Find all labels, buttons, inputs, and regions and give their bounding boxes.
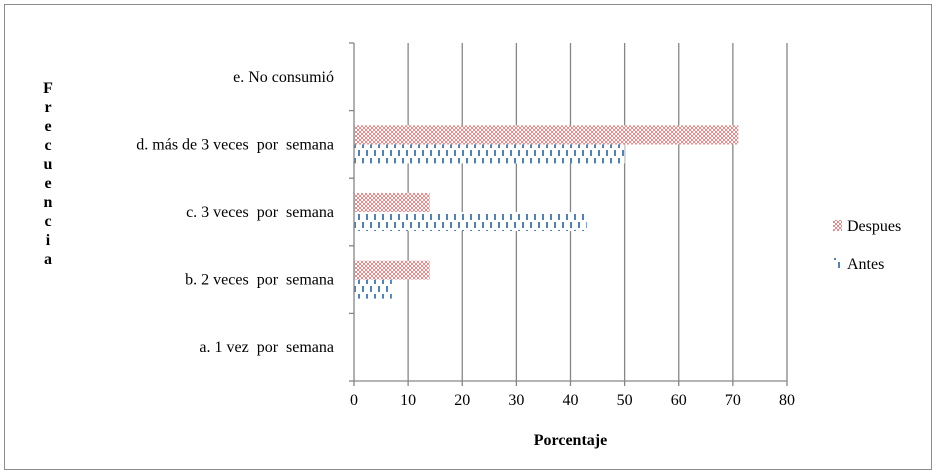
legend: Despues Antes: [833, 218, 901, 273]
legend-swatch-despues: [833, 220, 842, 231]
category-label: a. 1 vez por semana: [199, 339, 334, 356]
x-tick-label: 40: [563, 392, 579, 409]
bar-despues: [354, 125, 739, 145]
category-label: b. 2 veces por semana: [185, 272, 334, 289]
category-label: d. más de 3 veces por semana: [136, 136, 334, 153]
axes: [349, 42, 788, 386]
category-label: c. 3 veces por semana: [186, 204, 334, 221]
x-tick-label: 80: [779, 392, 795, 409]
legend-label-despues: Despues: [847, 218, 901, 235]
legend-label-antes: Antes: [847, 256, 884, 273]
chart-frame: 0 10 20 30 40 50 60 70 80 a. 1 vez por semana b. …: [4, 4, 932, 470]
y-axis-title-letter: e: [44, 175, 51, 192]
x-tick-labels: 0 10 20 30 40 50 60 70 80: [350, 392, 795, 409]
y-axis-title-letter: r: [44, 99, 51, 116]
category-label: e. No consumió: [233, 69, 334, 86]
x-tick-label: 50: [617, 392, 633, 409]
y-axis-title-letter: e: [44, 118, 51, 135]
bars: [354, 125, 739, 299]
bar-despues: [354, 260, 430, 280]
y-axis-title-letter: a: [44, 251, 52, 268]
bar-antes: [354, 144, 625, 164]
x-tick-label: 30: [508, 392, 524, 409]
y-axis-title-letter: F: [43, 80, 53, 97]
legend-swatch-antes: [833, 258, 842, 269]
bar-antes: [354, 279, 392, 299]
y-axis-title-letter: u: [44, 156, 53, 173]
y-axis-title-letter: n: [44, 194, 53, 211]
bar-despues: [354, 193, 430, 212]
x-tick-label: 0: [350, 392, 358, 409]
y-axis-title-letter: c: [44, 213, 51, 230]
bar-chart: 0 10 20 30 40 50 60 70 80 a. 1 vez por semana b. …: [43, 42, 901, 449]
x-tick-label: 10: [400, 392, 416, 409]
category-labels: a. 1 vez por semana b. 2 veces por semana…: [136, 69, 334, 356]
x-tick-label: 20: [454, 392, 470, 409]
y-axis-title-letter: c: [44, 137, 51, 154]
bar-antes: [354, 212, 587, 231]
x-tick-label: 60: [671, 392, 687, 409]
x-axis-title: Porcentaje: [534, 432, 607, 449]
x-tick-label: 70: [725, 392, 741, 409]
y-axis-title-letter: i: [46, 232, 51, 249]
